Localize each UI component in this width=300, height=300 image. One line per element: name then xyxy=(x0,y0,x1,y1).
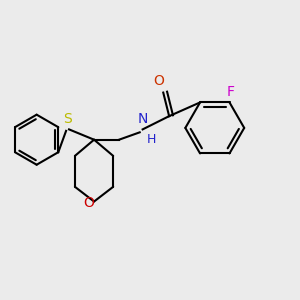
Text: O: O xyxy=(153,74,164,88)
Text: F: F xyxy=(227,85,235,99)
Text: S: S xyxy=(63,112,72,126)
Text: H: H xyxy=(146,133,156,146)
Text: O: O xyxy=(83,196,94,210)
Text: N: N xyxy=(137,112,148,126)
